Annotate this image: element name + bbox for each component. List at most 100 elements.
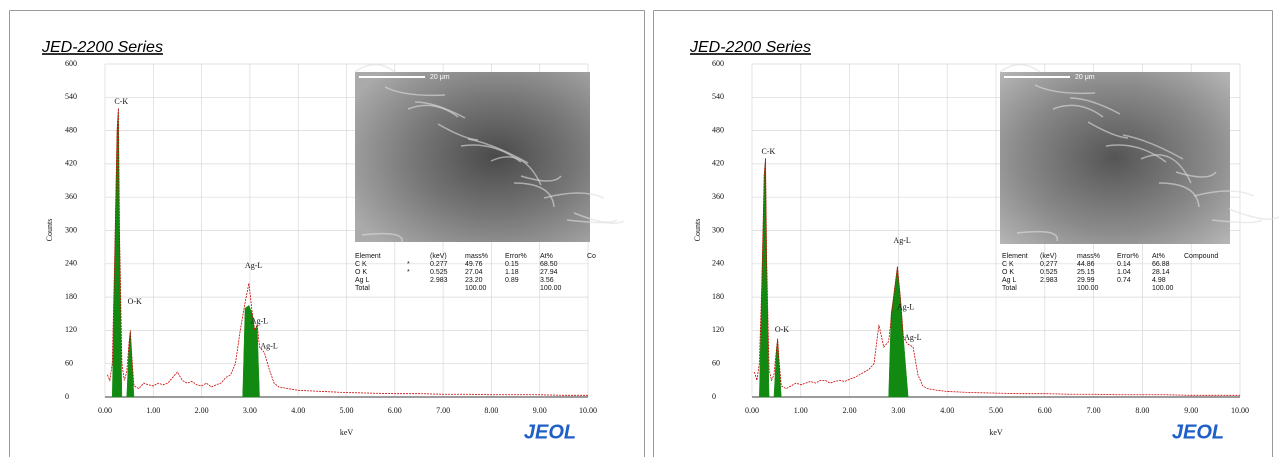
table-cell: 25.15 [1077,269,1095,276]
table-cell: 27.94 [540,269,558,276]
table-cell: Total [355,285,370,292]
peak-label: O-K [128,297,142,306]
x-tick-label: 7.00 [436,406,450,415]
y-tick-label: 540 [712,92,724,101]
y-tick-label: 420 [65,159,77,168]
table-cell: Ag L [355,277,370,284]
peak-label: Ag-L [893,236,910,245]
y-tick-label: 60 [65,359,73,368]
table-cell: * [407,261,410,268]
x-tick-label: 1.00 [146,406,160,415]
table-header: (keV) [1040,253,1057,260]
y-tick-label: 300 [712,225,724,234]
x-tick-label: 4.00 [940,406,954,415]
table-cell: C K [1002,261,1014,268]
table-cell: 0.89 [505,277,519,284]
y-tick-label: 600 [65,59,77,68]
table-header: Error% [505,253,527,260]
table-cell: Ag L [1002,277,1017,284]
y-tick-label: 240 [65,259,77,268]
y-tick-label: 120 [712,325,724,334]
x-tick-label: 9.00 [533,406,547,415]
table-cell: 1.04 [1117,269,1131,276]
table-cell: Total [1002,285,1017,292]
y-tick-label: 600 [712,59,724,68]
table-cell: 0.15 [505,261,519,268]
table-cell: 0.525 [430,269,448,276]
table-header: Element [355,253,381,260]
x-tick-label: 10.00 [579,406,597,415]
table-cell: 100.00 [1152,285,1174,292]
y-tick-label: 180 [65,292,77,301]
table-header: Co [587,253,596,260]
table-cell: 68.50 [540,261,558,268]
sem-texture [1000,65,1040,73]
peak-label: O-K [775,325,789,334]
table-header: At% [1152,253,1165,260]
table-cell: 3.56 [540,277,554,284]
screen: JED-2200 Series 0 60 120 180 240 300 360 420 480 5… [0,0,1282,457]
x-tick-label: 7.00 [1087,406,1101,415]
scale-label: 20 μm [430,74,450,81]
table-cell: 44.86 [1077,261,1095,268]
sem-texture [355,65,395,73]
x-tick-label: 5.00 [340,406,354,415]
table-cell: 0.74 [1117,277,1131,284]
peak-area [112,108,259,397]
x-tick-label: 0.00 [98,406,112,415]
table-header: (keV) [430,253,447,260]
table-cell: * [407,269,410,276]
x-tick-label: 2.00 [195,406,209,415]
x-tick-label: 6.00 [1038,406,1052,415]
x-tick-label: 5.00 [989,406,1003,415]
peak-label: C-K [114,97,128,106]
peak-area [759,158,908,397]
peak-label: Ag-L [251,316,268,325]
table-cell: 2.983 [430,277,448,284]
table-header: mass% [465,253,488,260]
x-tick-label: 4.00 [291,406,305,415]
chart-title: JED-2200 Series [41,39,163,56]
y-tick-label: 240 [712,259,724,268]
table-header: At% [540,253,553,260]
table-cell: 0.525 [1040,269,1058,276]
table-header: Error% [1117,253,1139,260]
x-tick-label: 3.00 [243,406,257,415]
x-axis-label: keV [989,428,1003,437]
table-cell: 4.98 [1152,277,1166,284]
y-tick-label: 0 [65,392,69,401]
x-axis-label: keV [340,428,354,437]
sem-texture [1229,209,1279,219]
x-tick-label: 8.00 [484,406,498,415]
x-tick-label: 3.00 [891,406,905,415]
logo: JEOL [1172,421,1224,443]
x-tick-label: 2.00 [843,406,857,415]
table-cell: 27.04 [465,269,483,276]
scale-label: 20 μm [1075,74,1095,81]
x-tick-label: 6.00 [388,406,402,415]
x-tick-label: 8.00 [1135,406,1149,415]
y-tick-label: 480 [712,125,724,134]
peak-label: C-K [762,147,776,156]
table-cell: 49.76 [465,261,483,268]
y-tick-label: 480 [65,125,77,134]
x-tick-label: 1.00 [794,406,808,415]
x-tick-label: 10.00 [1231,406,1249,415]
y-tick-label: 120 [65,325,77,334]
x-tick-label: 0.00 [745,406,759,415]
table-header: mass% [1077,253,1100,260]
table-cell: 100.00 [1077,285,1099,292]
peak-label: Ag-L [897,303,914,312]
table-cell: 0.277 [1040,261,1058,268]
y-axis-label: Counts [693,219,702,242]
table-header: Element [1002,253,1028,260]
y-tick-label: 300 [65,225,77,234]
y-tick-label: 360 [65,192,77,201]
y-tick-label: 0 [712,392,716,401]
peak-label: Ag-L [245,261,262,270]
y-tick-label: 540 [65,92,77,101]
table-cell: 2.983 [1040,277,1058,284]
y-tick-label: 420 [712,159,724,168]
chart-title: JED-2200 Series [689,39,811,56]
peak-label: Ag-L [904,333,921,342]
